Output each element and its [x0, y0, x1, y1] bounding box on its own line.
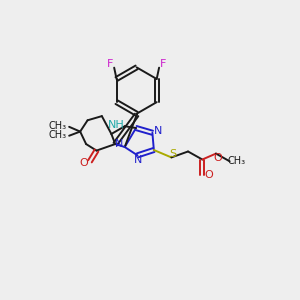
Text: N: N — [134, 155, 142, 165]
Text: F: F — [106, 59, 113, 69]
Text: N: N — [115, 139, 124, 149]
Text: CH₃: CH₃ — [49, 130, 67, 140]
Text: CH₃: CH₃ — [227, 156, 246, 166]
Text: N: N — [154, 126, 162, 136]
Text: O: O — [80, 158, 88, 168]
Text: O: O — [204, 170, 213, 180]
Text: NH: NH — [107, 120, 124, 130]
Text: S: S — [169, 148, 176, 159]
Text: F: F — [160, 59, 167, 69]
Text: CH₃: CH₃ — [49, 121, 67, 131]
Text: O: O — [213, 153, 222, 163]
